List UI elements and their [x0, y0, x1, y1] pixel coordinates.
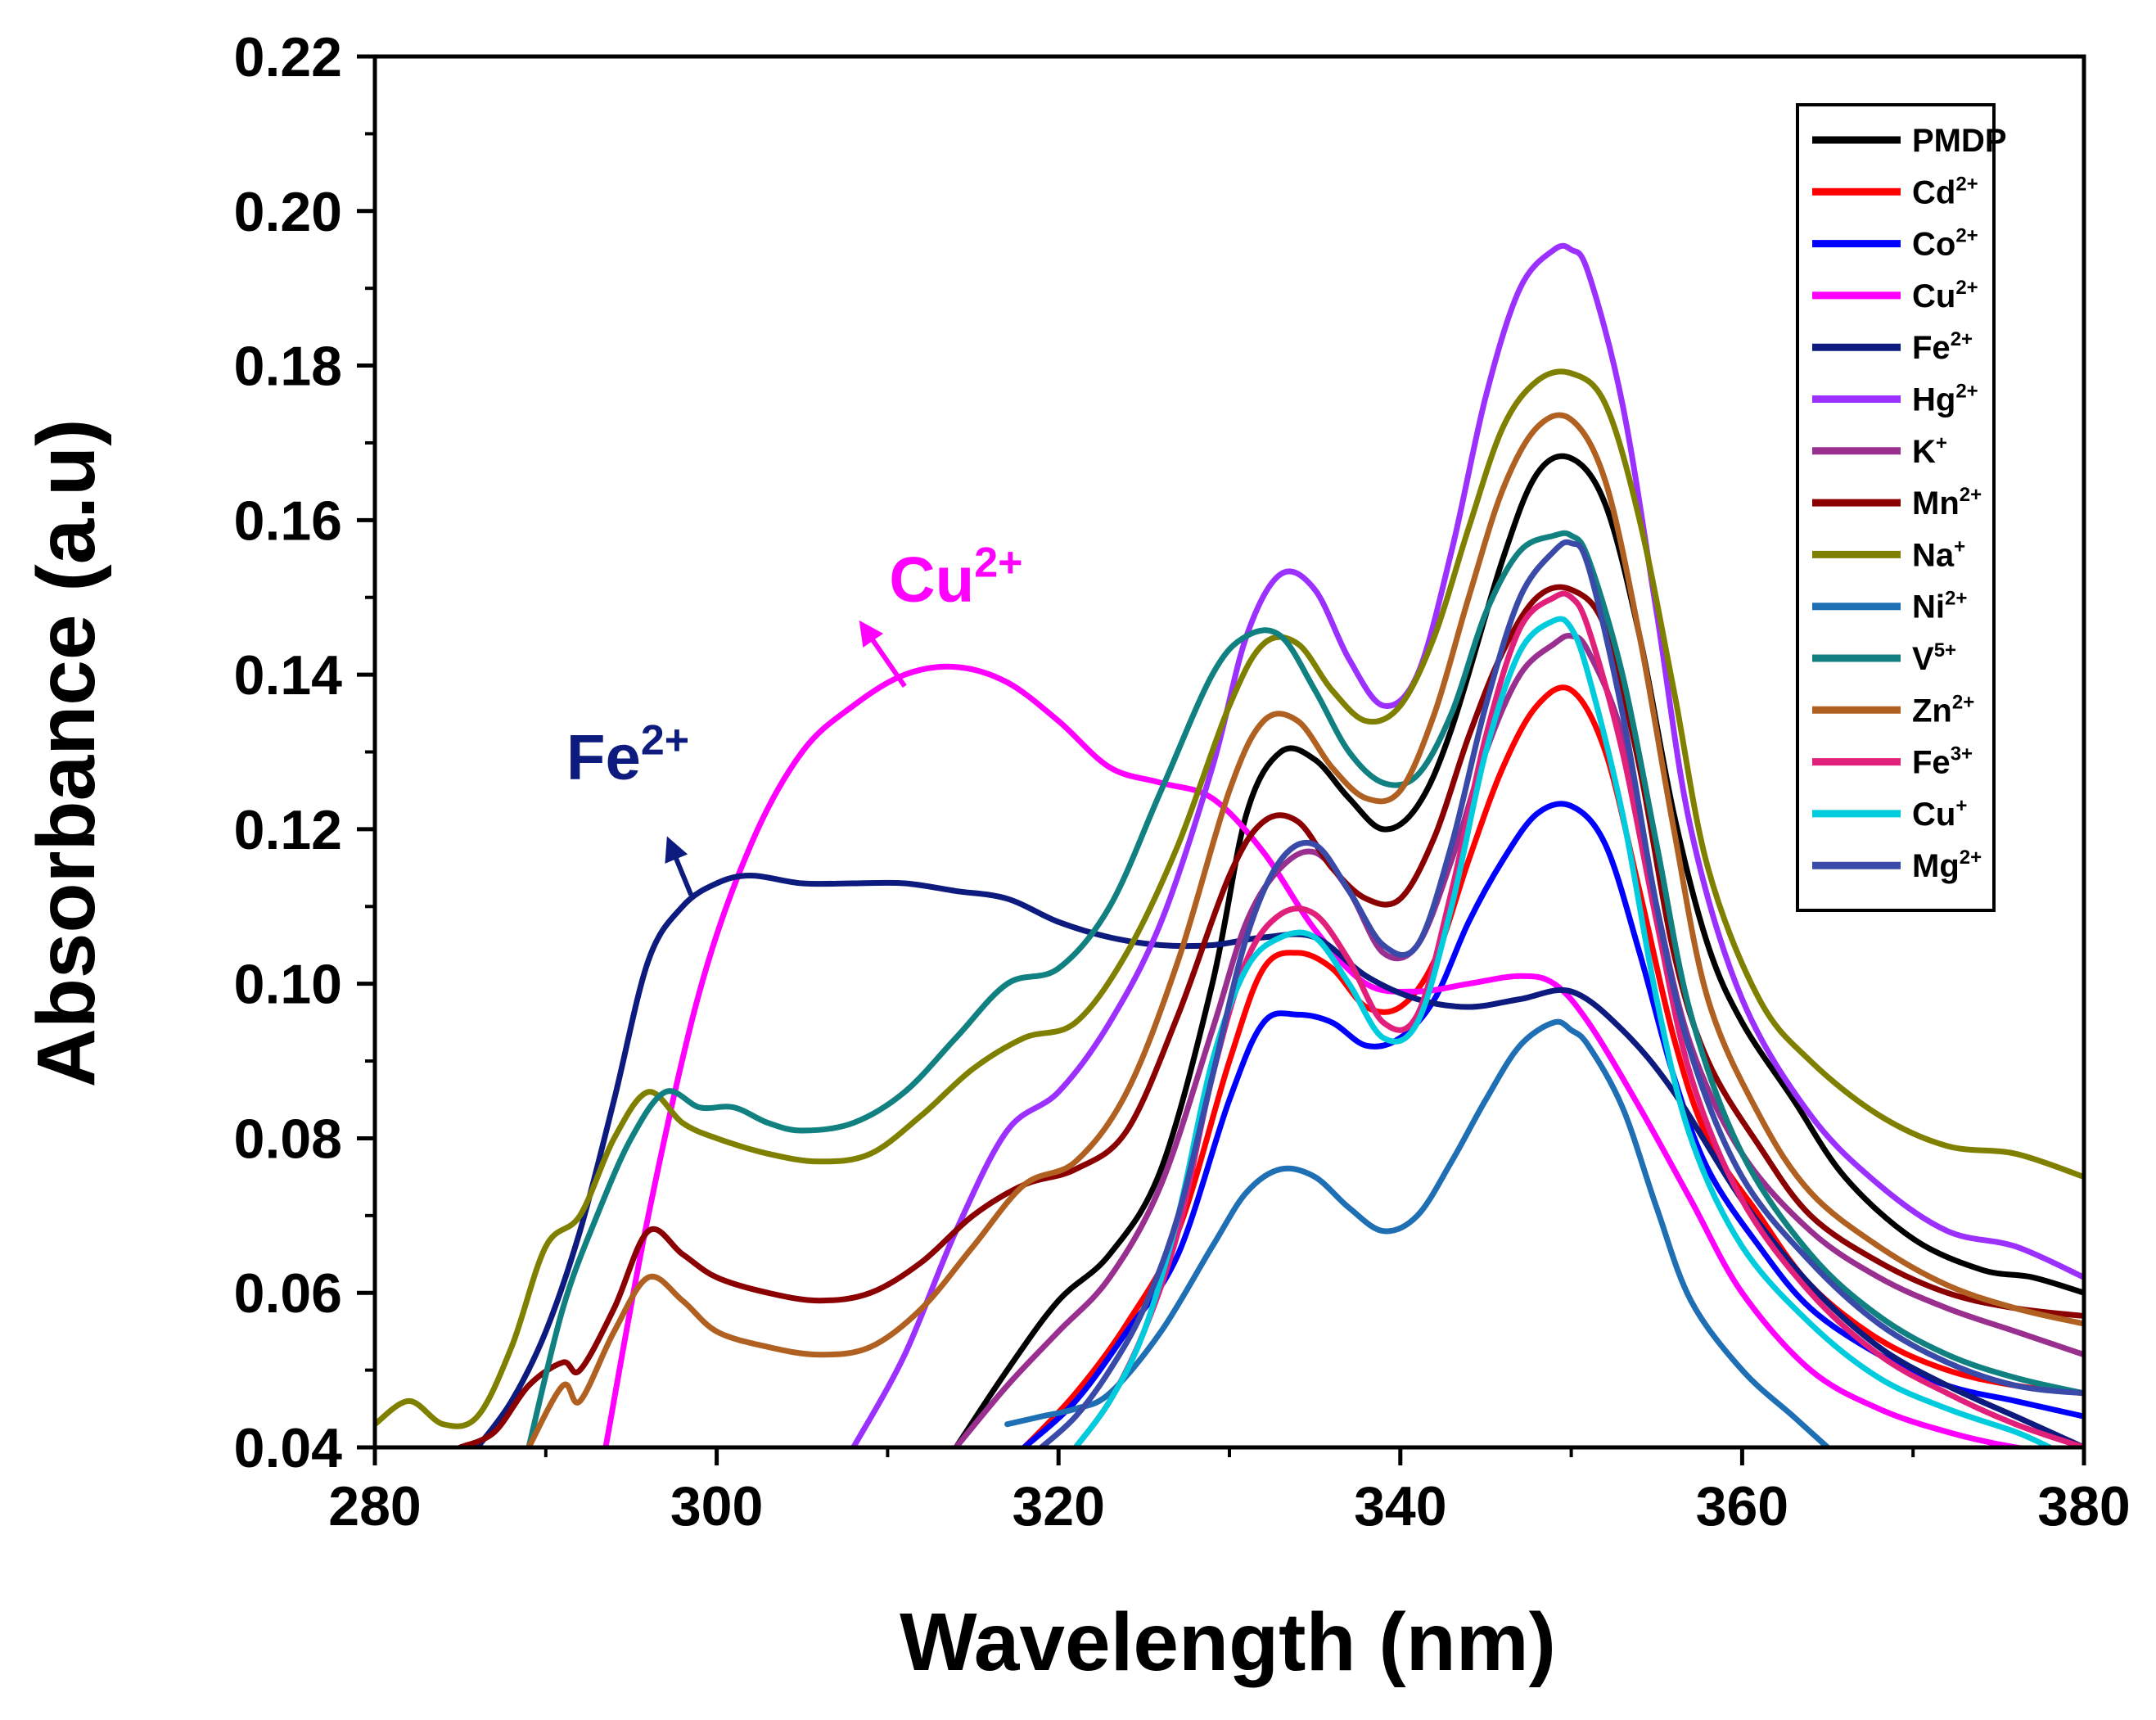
x-tick-label: 360 — [1696, 1475, 1788, 1537]
annotation-arrow-fe — [665, 836, 694, 896]
legend-label-9: Ni2+ — [1912, 588, 1967, 625]
series-line-13 — [1072, 616, 2053, 1449]
x-tick-label: 300 — [670, 1475, 763, 1537]
legend-label-0: PMDP — [1912, 123, 2007, 159]
y-tick-label: 0.08 — [234, 1108, 342, 1170]
y-tick-label: 0.14 — [234, 644, 343, 707]
y-tick-label: 0.16 — [234, 490, 342, 552]
annotations: Cu2+ Fe2+ — [566, 539, 1023, 896]
annotation-arrow-cu — [859, 620, 907, 688]
series-line-5 — [850, 242, 2086, 1449]
legend-label-5: Hg2+ — [1912, 381, 1978, 418]
series-line-11 — [525, 412, 2086, 1449]
legend-label-4: Fe2+ — [1912, 328, 1973, 366]
y-tick-label: 0.06 — [234, 1262, 342, 1325]
x-tick-label: 380 — [2037, 1475, 2130, 1537]
legend-label-12: Fe3+ — [1912, 743, 1973, 781]
legend-label-14: Mg2+ — [1912, 846, 1982, 884]
legend-box — [1796, 103, 1996, 912]
legend-label-3: Cu2+ — [1912, 277, 1978, 314]
series-line-2 — [1021, 801, 2086, 1449]
series-line-9 — [1004, 1018, 1831, 1449]
series-line-14 — [1038, 539, 2086, 1449]
legend-label-8: Na+ — [1912, 535, 1965, 573]
y-tick-label: 0.04 — [234, 1417, 343, 1479]
x-axis-title: Wavelength (nm) — [900, 1596, 1556, 1688]
legend-label-10: V5+ — [1912, 639, 1956, 677]
series-line-10 — [525, 530, 2086, 1449]
series-line-7 — [457, 584, 2086, 1449]
y-tick-label: 0.20 — [234, 181, 342, 243]
y-tick-label: 0.12 — [234, 799, 342, 861]
series-line-4 — [474, 873, 2086, 1449]
x-axis: 280 300 320 340 360 380 — [328, 1447, 2131, 1537]
legend-label-2: Co2+ — [1912, 225, 1978, 263]
legend-label-7: Mn2+ — [1912, 484, 1982, 521]
series-layer — [373, 242, 2086, 1449]
y-axis: 0.04 0.06 0.08 0.10 0.12 0.14 0.16 0.18 0.20 0.22 — [234, 26, 375, 1479]
y-tick-label: 0.10 — [234, 954, 342, 1016]
y-axis-title: Absorbance (a.u) — [20, 419, 112, 1088]
legend-label-6: K+ — [1912, 432, 1947, 470]
x-tick-label: 340 — [1354, 1475, 1446, 1537]
x-tick-label: 320 — [1012, 1475, 1104, 1537]
y-tick-label: 0.22 — [234, 26, 342, 88]
series-line-3 — [602, 663, 2051, 1449]
annotation-label-cu: Cu2+ — [889, 539, 1022, 615]
x-tick-label: 280 — [328, 1475, 421, 1537]
legend-label-11: Zn2+ — [1912, 691, 1974, 729]
series-line-8 — [373, 368, 2086, 1429]
y-tick-label: 0.18 — [234, 336, 342, 398]
series-line-0 — [953, 453, 2086, 1449]
legend-label-1: Cd2+ — [1912, 173, 1978, 210]
legend-label-13: Cu+ — [1912, 795, 1967, 833]
annotation-label-fe: Fe2+ — [566, 717, 689, 793]
legend: PMDP Cd2+ Co2+ Cu2+ Fe2+ Hg2+ K+ Mn2+ Na+ Ni2+ V5+… — [1796, 103, 2007, 912]
